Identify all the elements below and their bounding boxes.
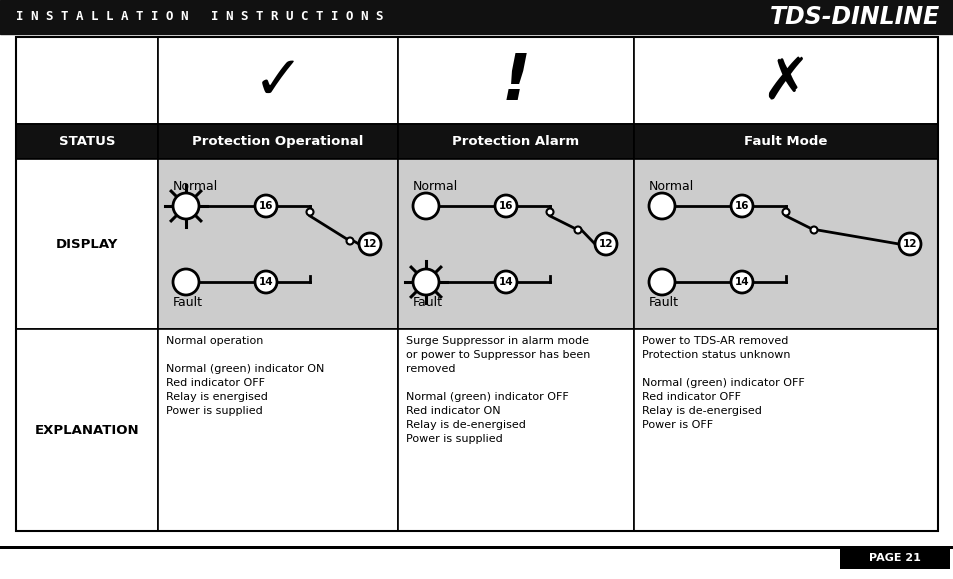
Text: EXPLANATION: EXPLANATION xyxy=(34,423,139,437)
Text: ✗: ✗ xyxy=(760,54,810,111)
Text: 14: 14 xyxy=(498,277,513,287)
Bar xyxy=(16,329,158,531)
Bar xyxy=(158,159,397,329)
Circle shape xyxy=(172,269,199,295)
Bar xyxy=(16,37,937,531)
Bar xyxy=(397,159,634,329)
Text: Normal: Normal xyxy=(172,179,218,192)
Circle shape xyxy=(648,269,675,295)
Circle shape xyxy=(172,193,199,219)
Bar xyxy=(0,0,953,34)
Bar xyxy=(634,159,937,329)
Circle shape xyxy=(495,271,517,293)
Circle shape xyxy=(546,208,553,215)
Text: Protection Alarm: Protection Alarm xyxy=(452,135,579,148)
Circle shape xyxy=(730,271,752,293)
Circle shape xyxy=(898,233,920,255)
Text: 16: 16 xyxy=(734,201,748,211)
Text: I N S T A L L A T I O N   I N S T R U C T I O N S: I N S T A L L A T I O N I N S T R U C T … xyxy=(16,10,383,24)
Text: Power to TDS-AR removed
Protection status unknown

Normal (green) indicator OFF
: Power to TDS-AR removed Protection statu… xyxy=(641,336,804,430)
Bar xyxy=(16,124,158,159)
Text: TDS-DINLINE: TDS-DINLINE xyxy=(769,5,939,29)
Bar xyxy=(158,37,397,124)
Circle shape xyxy=(413,193,438,219)
Text: 16: 16 xyxy=(498,201,513,211)
Circle shape xyxy=(810,226,817,233)
Text: PAGE 21: PAGE 21 xyxy=(868,553,920,563)
Text: 12: 12 xyxy=(598,239,613,249)
Circle shape xyxy=(346,237,354,244)
Circle shape xyxy=(495,195,517,217)
Circle shape xyxy=(574,226,581,233)
Circle shape xyxy=(358,233,380,255)
Text: Fault: Fault xyxy=(413,295,442,309)
Circle shape xyxy=(254,195,276,217)
Bar xyxy=(397,329,634,531)
Text: DISPLAY: DISPLAY xyxy=(56,237,118,251)
Circle shape xyxy=(730,195,752,217)
Bar xyxy=(634,329,937,531)
Bar xyxy=(158,329,397,531)
Text: Fault Mode: Fault Mode xyxy=(743,135,827,148)
Text: Normal: Normal xyxy=(648,179,694,192)
Text: 12: 12 xyxy=(362,239,376,249)
Bar xyxy=(0,546,953,549)
Text: 16: 16 xyxy=(258,201,273,211)
Circle shape xyxy=(254,271,276,293)
Circle shape xyxy=(413,269,438,295)
Text: 14: 14 xyxy=(258,277,273,287)
Text: Fault: Fault xyxy=(648,295,679,309)
Text: Normal: Normal xyxy=(413,179,457,192)
Bar xyxy=(16,159,158,329)
Bar xyxy=(158,124,397,159)
Circle shape xyxy=(595,233,617,255)
Text: !: ! xyxy=(501,52,530,113)
Circle shape xyxy=(781,208,789,215)
Bar xyxy=(16,37,158,124)
Text: 12: 12 xyxy=(902,239,916,249)
Text: 14: 14 xyxy=(734,277,748,287)
Text: Normal operation

Normal (green) indicator ON
Red indicator OFF
Relay is energis: Normal operation Normal (green) indicato… xyxy=(166,336,324,416)
Text: STATUS: STATUS xyxy=(59,135,115,148)
Circle shape xyxy=(306,208,314,215)
Text: Surge Suppressor in alarm mode
or power to Suppressor has been
removed

Normal (: Surge Suppressor in alarm mode or power … xyxy=(406,336,590,444)
Bar xyxy=(634,37,937,124)
Text: Fault: Fault xyxy=(172,295,203,309)
Text: Protection Operational: Protection Operational xyxy=(193,135,363,148)
Bar xyxy=(634,124,937,159)
Bar xyxy=(840,547,949,569)
Bar xyxy=(397,124,634,159)
Text: ✓: ✓ xyxy=(253,53,303,112)
Bar xyxy=(397,37,634,124)
Circle shape xyxy=(648,193,675,219)
